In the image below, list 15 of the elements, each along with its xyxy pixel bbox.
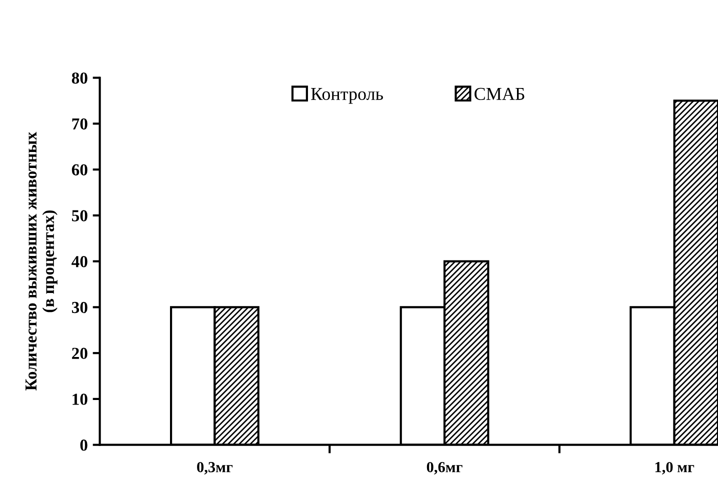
- y-tick-label: 80: [72, 72, 88, 84]
- y-tick-label: 20: [72, 348, 88, 360]
- x-tick-label: 1,0 мг: [655, 462, 694, 474]
- y-tick-label: 50: [72, 210, 88, 222]
- legend-label: СМАБ: [474, 88, 524, 100]
- y-tick-label: 70: [72, 118, 88, 130]
- y-tick-label: 0: [80, 440, 88, 451]
- y-tick-label: 40: [72, 256, 88, 268]
- legend-label: Контроль: [311, 88, 383, 104]
- x-tick-label: 0,3мг: [197, 462, 233, 474]
- y-axis-title: Количество выживших животных (в процентах): [26, 132, 58, 391]
- y-tick-label: 30: [72, 302, 88, 314]
- y-tick-label: 10: [72, 394, 88, 405]
- x-tick-label: 0,6мг: [426, 462, 462, 474]
- y-tick-label: 60: [72, 164, 88, 176]
